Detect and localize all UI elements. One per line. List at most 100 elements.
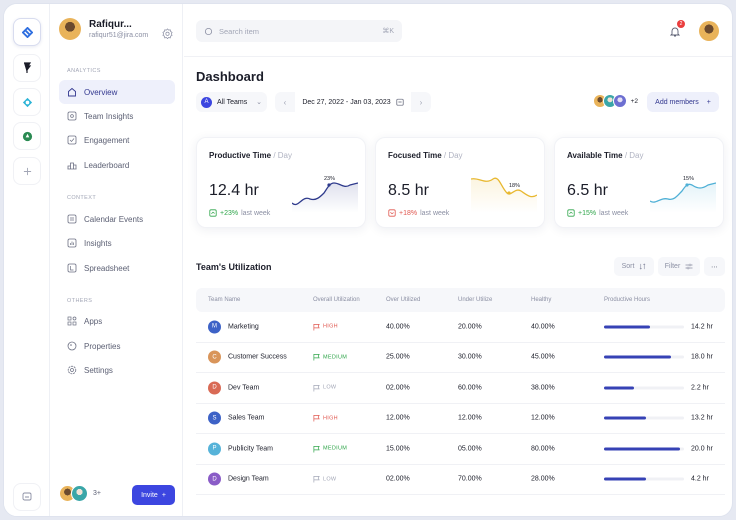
team-initial-badge: D — [208, 472, 221, 486]
team-filter-dropdown[interactable]: A All Teams ⌄ — [196, 92, 267, 112]
bell-icon — [670, 27, 680, 36]
productive-hours: 14.2 hr — [691, 323, 713, 331]
sparkline-chart — [471, 177, 537, 213]
user-profile[interactable]: Rafiqur... rafiqur51@jira.com — [59, 18, 148, 40]
sidebar-item-label: Overview — [84, 87, 118, 97]
main-content: Search item ⌘K 2 Dashboard A All Teams ⌄… — [184, 4, 732, 516]
team-initial-badge: C — [208, 350, 221, 364]
add-members-button[interactable]: Add members + — [647, 92, 719, 112]
invite-label: Invite — [141, 491, 158, 499]
productive-hours: 4.2 hr — [691, 475, 709, 483]
calendar-icon — [396, 98, 404, 106]
sort-icon — [640, 263, 646, 270]
flag-icon — [313, 323, 320, 331]
team-name: Dev Team — [228, 384, 260, 392]
calendar-icon — [67, 214, 77, 224]
profile-settings-button[interactable] — [162, 26, 173, 44]
more-icon: ⋯ — [711, 263, 718, 271]
avatar — [71, 485, 88, 502]
more-options-button[interactable]: ⋯ — [704, 257, 725, 276]
column-header: Healthy — [531, 297, 552, 303]
stat-card-productive-time[interactable]: Productive Time / Day 12.4 hr +23% last … — [196, 137, 366, 228]
rail-chat-button[interactable] — [13, 483, 41, 511]
search-placeholder: Search item — [219, 26, 260, 36]
rail-app-drop[interactable] — [13, 122, 41, 150]
stat-card-focused-time[interactable]: Focused Time / Day 8.5 hr +18% last week… — [375, 137, 545, 228]
filter-icon — [685, 263, 693, 270]
plus-icon: + — [161, 491, 166, 499]
sidebar-item-team-insights[interactable]: Team Insights — [59, 104, 175, 128]
over-utilized: 40.00% — [386, 323, 410, 331]
table-header: Team Name Overall Utilization Over Utili… — [196, 288, 725, 312]
sidebar-item-spreadsheet[interactable]: Spreadsheet — [59, 256, 175, 280]
team-badge: A — [201, 96, 212, 108]
search-input[interactable]: Search item ⌘K — [196, 20, 402, 42]
table-row[interactable]: D Dev Team LOW 02.00% 60.00% 38.00% 2.2 h… — [196, 373, 725, 404]
header-avatar[interactable] — [699, 21, 719, 41]
card-value: 6.5 hr — [567, 182, 608, 199]
member-avatars[interactable]: +2 — [592, 94, 638, 108]
date-range-field[interactable]: Dec 27, 2022 - Jan 03, 2023 — [295, 92, 411, 112]
section-label-analytics: ANALYTICS — [67, 68, 101, 74]
next-range-button[interactable]: › — [419, 97, 423, 107]
team-name: Publicity Team — [228, 445, 274, 453]
more-members-count: 3+ — [93, 490, 101, 497]
sidebar-item-label: Engagement — [84, 135, 130, 145]
rail-app-pin[interactable] — [13, 54, 41, 82]
team-avatars[interactable]: 3+ — [59, 485, 101, 502]
search-icon — [204, 27, 213, 35]
under-utilize: 60.00% — [458, 384, 482, 392]
stat-card-available-time[interactable]: Available Time / Day 6.5 hr +15% last we… — [554, 137, 724, 228]
productive-hours-bar — [604, 416, 684, 420]
utilization-level: LOW — [313, 476, 336, 483]
card-delta: +23% last week — [209, 209, 270, 217]
table-row[interactable]: C Customer Success MEDIUM 25.00% 30.00% 4… — [196, 343, 725, 373]
filter-button[interactable]: Filter — [658, 257, 700, 276]
table-row[interactable]: S Sales Team HIGH 12.00% 12.00% 12.00% 13… — [196, 404, 725, 434]
rail-add-app-button[interactable] — [13, 157, 41, 185]
productive-hours-bar — [604, 355, 684, 359]
sidebar-item-apps[interactable]: Apps — [59, 309, 175, 333]
sidebar-item-properties[interactable]: Properties — [59, 334, 175, 358]
sidebar-item-label: Insights — [84, 238, 112, 248]
flag-icon — [313, 384, 320, 392]
card-title: Productive Time / Day — [209, 151, 292, 160]
invite-button[interactable]: Invite + — [132, 485, 175, 505]
prev-range-button[interactable]: ‹ — [283, 97, 287, 107]
table-row[interactable]: M Marketing HIGH 40.00% 20.00% 40.00% 14.… — [196, 312, 725, 343]
table-row[interactable]: P Publicity Team MEDIUM 15.00% 05.00% 80.… — [196, 434, 725, 465]
settings-icon — [67, 365, 77, 375]
sidebar-item-label: Properties — [84, 341, 121, 351]
over-utilized: 02.00% — [386, 475, 410, 483]
pin-icon — [24, 62, 32, 73]
user-avatar — [59, 18, 81, 40]
productive-hours: 13.2 hr — [691, 414, 713, 422]
sort-button[interactable]: Sort — [614, 257, 654, 276]
table-row[interactable]: D Design Team LOW 02.00% 70.00% 28.00% 4.… — [196, 465, 725, 495]
sidebar-item-label: Apps — [84, 316, 103, 326]
rail-app-jira[interactable] — [13, 18, 41, 46]
sparkline-label: 15% — [683, 176, 695, 182]
healthy: 38.00% — [531, 384, 555, 392]
app-rail — [4, 4, 50, 516]
sidebar-item-insights[interactable]: Insights — [59, 231, 175, 255]
sidebar-footer: 3+ Invite + — [50, 476, 182, 516]
healthy: 80.00% — [531, 445, 555, 453]
sidebar-item-leaderboard[interactable]: Leaderboard — [59, 153, 175, 177]
sidebar-item-settings[interactable]: Settings — [59, 358, 175, 382]
under-utilize: 70.00% — [458, 475, 482, 483]
drop-icon — [22, 131, 32, 141]
sidebar-item-overview[interactable]: Overview — [59, 80, 175, 104]
sidebar-item-calendar-events[interactable]: Calendar Events — [59, 207, 175, 231]
team-name: Customer Success — [228, 353, 287, 361]
notifications-button[interactable]: 2 — [666, 20, 685, 40]
productive-hours-bar — [604, 325, 684, 329]
rail-app-diamond[interactable] — [13, 88, 41, 116]
productive-hours: 20.0 hr — [691, 445, 713, 453]
sidebar-item-engagement[interactable]: Engagement — [59, 128, 175, 152]
card-delta: +18% last week — [388, 209, 449, 217]
under-utilize: 12.00% — [458, 414, 482, 422]
productive-hours-bar — [604, 447, 684, 451]
add-members-label: Add members — [655, 98, 699, 106]
healthy: 40.00% — [531, 323, 555, 331]
